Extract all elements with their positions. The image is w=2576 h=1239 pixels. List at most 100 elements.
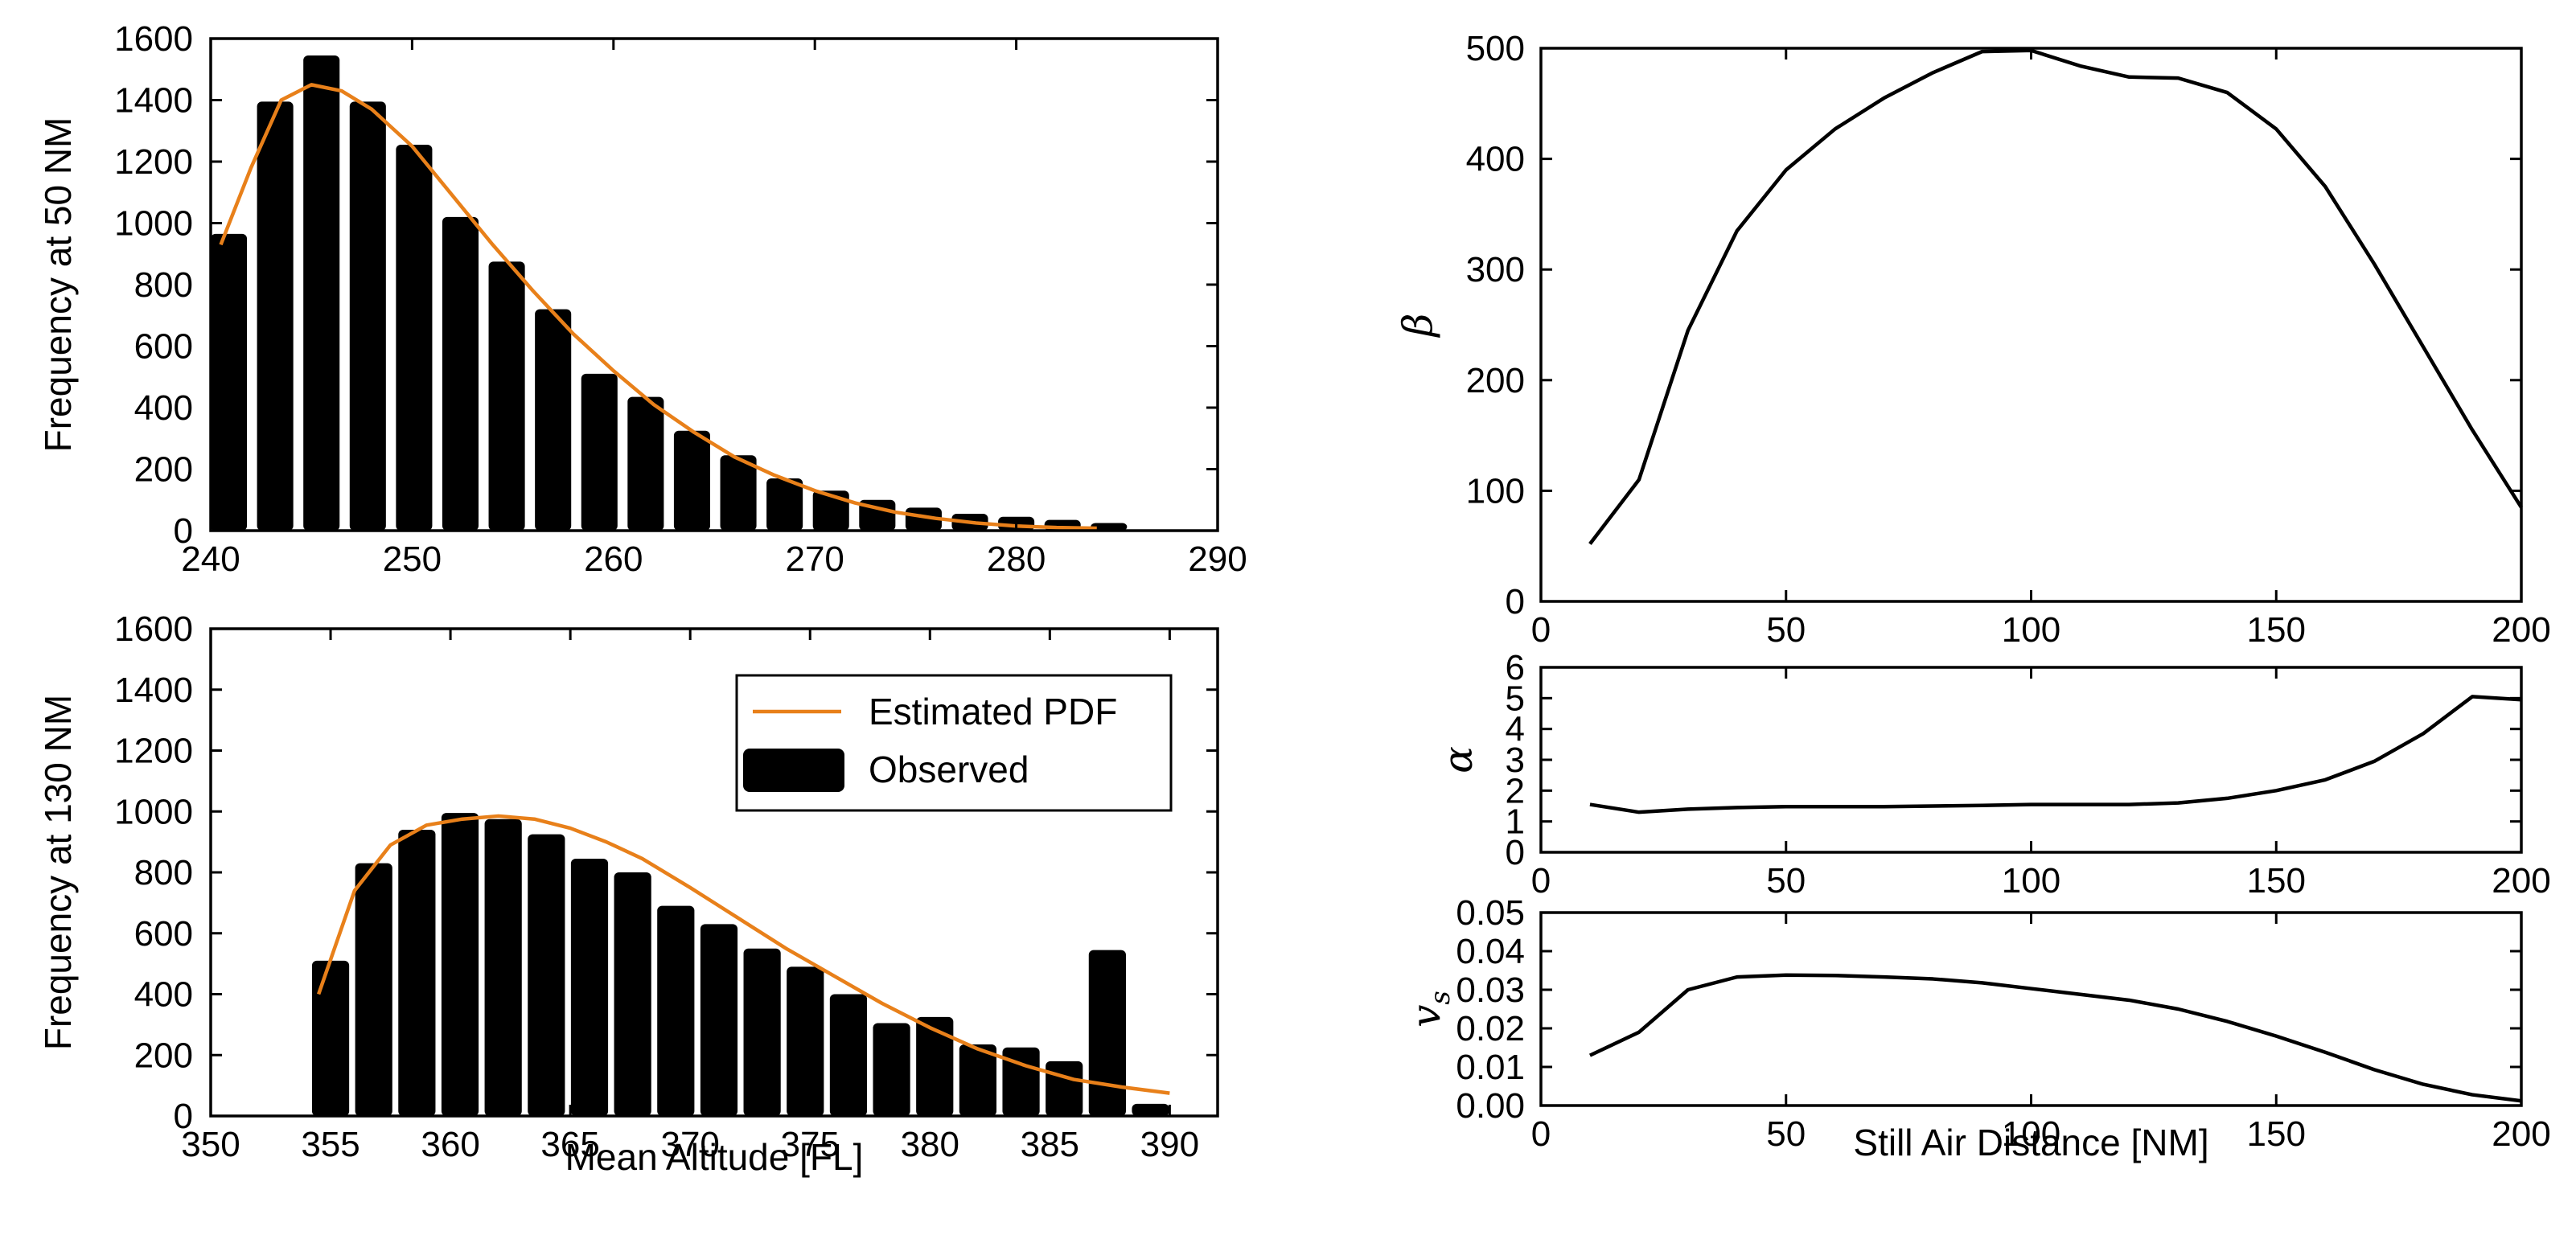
y-tick-label: 0 (174, 1097, 193, 1136)
chart-right-beta: 0 50 100 150 200 0 100 200 300 400 500 β (1395, 29, 2551, 650)
bar (1046, 1061, 1083, 1116)
y-tick-label: 800 (134, 853, 193, 892)
y-tick-label: 0.00 (1456, 1086, 1525, 1126)
bar (488, 261, 525, 531)
x-tick-label: 100 (2002, 1114, 2060, 1154)
pdf-curve (219, 83, 1097, 531)
y-axis-title: vs (1403, 991, 1456, 1028)
x-tick-label: 280 (987, 539, 1046, 579)
y-tick-label: 100 (1466, 471, 1525, 511)
x-tick-label: 200 (2492, 610, 2550, 650)
y-tick-label: 0.02 (1456, 1009, 1525, 1048)
x-tick-label: 0 (1531, 861, 1551, 901)
bar (657, 905, 695, 1116)
y-tick-label: 0 (174, 511, 193, 551)
y-tick-label: 200 (1466, 361, 1525, 400)
y-axis-title: Frequency at 50 NM (37, 117, 79, 453)
y-tick-label: 3 (1506, 741, 1525, 780)
x-tick-label: 100 (2002, 610, 2060, 650)
bar (349, 101, 386, 531)
x-axis-title: Still Air Distance [NM] (1853, 1122, 2208, 1163)
y-tick-label: 600 (134, 914, 193, 954)
legend-label-pdf: Estimated PDF (869, 691, 1117, 732)
x-tick-label: 50 (1766, 610, 1806, 650)
y-tick-label: 400 (1466, 140, 1525, 179)
bar (211, 233, 248, 531)
y-axis-title: α (1435, 746, 1481, 773)
y-tick-label: 0 (1506, 833, 1525, 872)
bar (398, 829, 436, 1116)
y-tick-label: 0.05 (1456, 893, 1525, 933)
axes-frame (1539, 47, 2523, 603)
chart-bottom-left: 350 355 360 365 370 375 380 385 390 0 200 400 600 800… (37, 609, 1219, 1178)
y-axis-title-main: v (1403, 1005, 1449, 1028)
bar (1002, 1047, 1040, 1116)
bar (614, 872, 651, 1116)
x-tick-label: 360 (421, 1125, 479, 1164)
y-tick-label: 1000 (114, 204, 193, 244)
bar (396, 144, 433, 531)
x-tick-label: 50 (1766, 1114, 1806, 1154)
x-tick-label: 390 (1140, 1125, 1199, 1164)
x-tick-label: 50 (1766, 861, 1806, 901)
x-tick-label: 365 (540, 1125, 599, 1164)
bar (873, 1023, 910, 1116)
bar (528, 834, 565, 1116)
x-tick-label: 355 (301, 1125, 359, 1164)
x-tick-label: 350 (181, 1125, 240, 1164)
y-tick-label: 400 (134, 975, 193, 1015)
bar (700, 924, 738, 1116)
y-tick-label: 1200 (114, 732, 193, 771)
bar (916, 1016, 954, 1116)
bar (535, 309, 572, 531)
bar (484, 818, 522, 1116)
bar (787, 966, 824, 1116)
bar (1132, 1103, 1169, 1116)
bar (766, 478, 803, 531)
y-axis-title: Frequency at 130 NM (37, 695, 79, 1050)
bar (812, 490, 849, 531)
y-tick-label: 0.04 (1456, 932, 1525, 971)
series-line-beta (1588, 48, 2523, 545)
x-tick-label: 150 (2247, 861, 2306, 901)
bar (1088, 950, 1126, 1116)
x-tick-label: 150 (2247, 610, 2306, 650)
axes-frame (1539, 911, 2523, 1107)
x-tick-label: 0 (1531, 610, 1551, 650)
y-tick-label: 1200 (114, 142, 193, 182)
x-tick-label: 250 (383, 539, 442, 579)
bar (303, 55, 340, 531)
y-tick-label: 800 (134, 265, 193, 305)
y-tick-label: 1400 (114, 81, 193, 121)
bar (257, 101, 294, 531)
x-tick-label: 270 (785, 539, 844, 579)
bar (743, 948, 781, 1116)
y-tick-label: 0 (1506, 582, 1525, 622)
y-tick-label: 0.01 (1456, 1048, 1525, 1087)
y-axis-title: β (1395, 314, 1441, 338)
bar (627, 396, 664, 531)
bar (673, 430, 710, 531)
x-tick-label: 260 (584, 539, 643, 579)
bar (441, 813, 479, 1116)
bar (442, 216, 479, 531)
y-tick-label: 1000 (114, 792, 193, 831)
y-tick-label: 400 (134, 388, 193, 428)
bar (1091, 523, 1128, 531)
y-tick-label: 0.03 (1456, 970, 1525, 1010)
x-tick-label: 200 (2492, 1114, 2550, 1154)
y-tick-label: 4 (1506, 710, 1525, 749)
x-tick-label: 380 (901, 1125, 959, 1164)
bar (570, 858, 609, 1116)
x-tick-label: 375 (781, 1125, 840, 1164)
y-axis-title-sub: s (1424, 991, 1456, 1004)
x-tick-label: 200 (2492, 861, 2550, 901)
series-line-alpha (1589, 695, 2522, 814)
series-line-vs (1588, 973, 2522, 1103)
pdf-curve (317, 814, 1170, 1095)
y-tick-label: 5 (1506, 679, 1525, 718)
y-tick-label: 200 (134, 1036, 193, 1075)
y-tick-label: 500 (1466, 29, 1525, 68)
